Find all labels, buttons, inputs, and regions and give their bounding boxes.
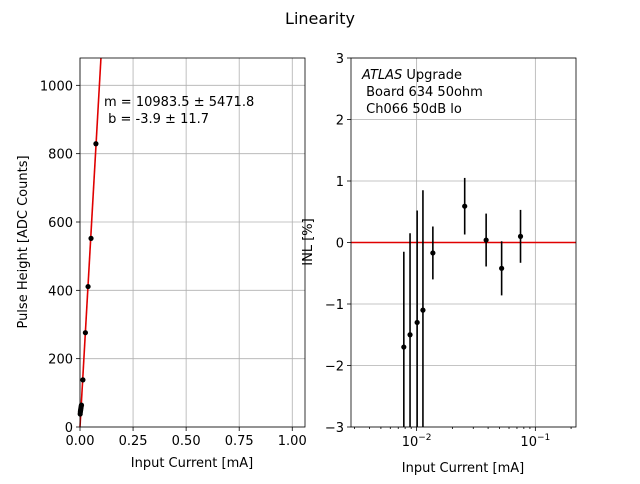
right-plot-ylabel: INL [%] [301, 218, 316, 265]
right-plot-ytick-label: −2 [325, 360, 344, 375]
left-plot-ticks: 0.00 0.25 0.50 0.75 1.00 0 200 400 600 800 1000 [40, 79, 307, 449]
left-plot-point [80, 377, 86, 383]
right-plot-annotation-line1: ATLAS Upgrade [361, 68, 462, 83]
left-plot-point [88, 235, 94, 241]
left-plot-xtick-label: 1.00 [278, 434, 307, 449]
right-plot-annotation-line2: Board 634 50ohm [362, 85, 483, 100]
right-plot-annotation-upgrade: Upgrade [402, 68, 462, 83]
right-plot-xlabel: Input Current [mA] [402, 461, 524, 476]
left-plot-point [93, 141, 99, 147]
left-plot-data [77, 57, 102, 428]
right-plot-xtick-label: 10−2 [402, 433, 432, 450]
left-plot-ytick-label: 0 [65, 421, 73, 436]
right-plot-ytick-label: 2 [336, 114, 344, 129]
right-plot-point [483, 237, 489, 243]
left-plot-xlabel: Input Current [mA] [131, 456, 253, 471]
right-plot-point [407, 332, 413, 338]
right-plot-xtick-label: 10−1 [520, 433, 550, 450]
right-plot-point [430, 250, 436, 256]
left-plot-point [82, 330, 88, 336]
right-plot-ticks: 10−2 10−1 −3 −2 −1 0 1 2 3 [325, 52, 572, 450]
right-plot-point [517, 233, 524, 239]
left-plot-ytick-label: 800 [48, 148, 73, 163]
left-plot-ylabel: Pulse Height [ADC Counts] [16, 155, 31, 328]
left-plot-xtick-label: 0.50 [172, 434, 201, 449]
right-plot-frame [350, 57, 577, 428]
left-plot-xtick-label: 0.75 [225, 434, 254, 449]
right-plot-point [414, 319, 420, 326]
left-plot-point [85, 283, 91, 290]
left-plot-ytick-label: 200 [48, 353, 73, 368]
right-plot-point [420, 307, 426, 313]
figure-title: Linearity [285, 9, 355, 28]
right-plot-annotation-line3: Ch066 50dB lo [362, 102, 462, 117]
right-plot-ytick-label: 0 [336, 237, 344, 252]
left-plot-xtick-label: 0.25 [119, 434, 148, 449]
right-plot-ytick-label: 3 [336, 52, 344, 67]
right-plot-ytick-label: −3 [325, 421, 344, 436]
right-plot-point [401, 344, 407, 350]
right-plot-ytick-label: 1 [336, 175, 344, 190]
left-plot-fit-annotation-m: m = 10983.5 ± 5471.8 [104, 95, 254, 110]
right-plot-point [462, 203, 468, 209]
left-plot-xtick-label: 0.00 [66, 434, 95, 449]
left-plot-ytick-label: 600 [48, 216, 73, 231]
right-plot-point [499, 265, 505, 271]
right-plot-data [351, 177, 576, 427]
right-plot-ytick-label: −1 [325, 298, 344, 313]
left-plot-fit-line [79, 57, 102, 428]
right-plot-annotation-atlas: ATLAS [361, 68, 402, 83]
right-plot: 10−2 10−1 −3 −2 −1 0 1 2 3 ATLAS Upgrade Board 6… [301, 52, 577, 476]
left-plot: 0.00 0.25 0.50 0.75 1.00 0 200 400 600 800 1000 m … [16, 57, 307, 471]
left-plot-frame [79, 57, 306, 428]
left-plot-ytick-label: 1000 [40, 79, 73, 94]
left-plot-fit-annotation-b: b = -3.9 ± 11.7 [104, 112, 209, 127]
left-plot-ytick-label: 400 [48, 284, 73, 299]
